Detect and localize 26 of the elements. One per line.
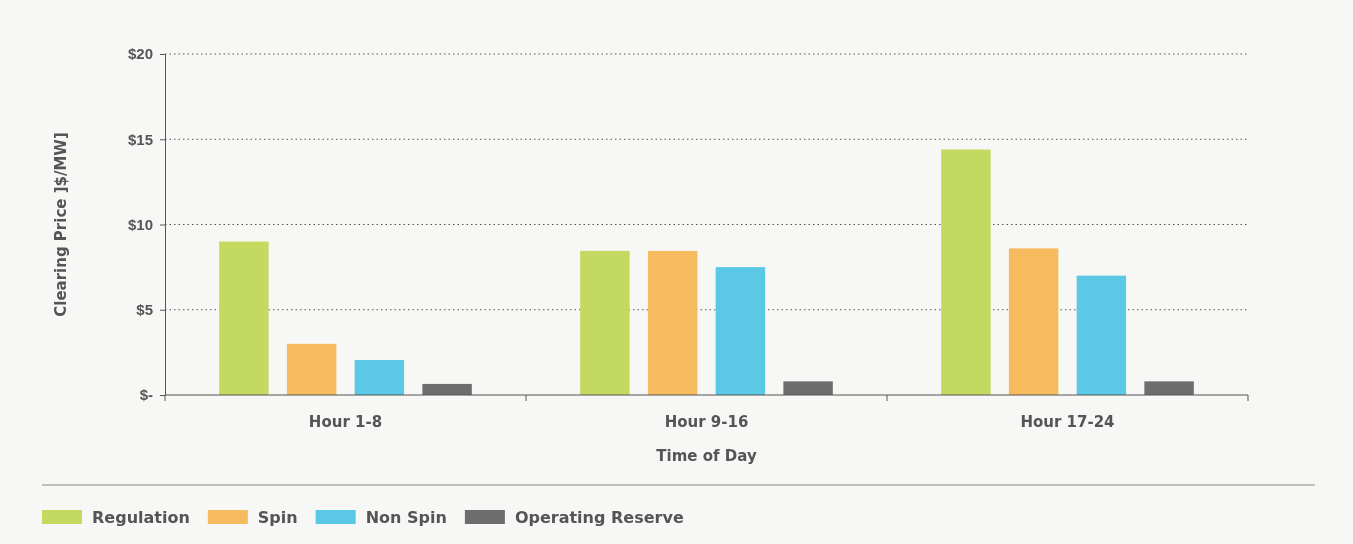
bar xyxy=(354,360,405,395)
y-tick-label: $5 xyxy=(136,301,153,319)
bar xyxy=(1008,248,1059,395)
legend-label: Operating Reserve xyxy=(514,508,684,527)
x-axis-title: Time of Day xyxy=(656,447,757,465)
y-axis-title: Clearing Price ]$/MW] xyxy=(52,132,70,317)
x-tick-label: Hour 1-8 xyxy=(308,413,383,431)
y-tick-label: $10 xyxy=(127,215,153,233)
legend-label: Non Spin xyxy=(365,508,447,527)
legend-label: Spin xyxy=(257,508,298,527)
y-tick-label: $20 xyxy=(127,45,153,63)
bar xyxy=(580,250,630,395)
x-tick-label: Hour 9-16 xyxy=(664,413,749,431)
bar xyxy=(1144,381,1194,395)
y-tick-label: $- xyxy=(139,386,153,404)
bar xyxy=(647,250,698,395)
bar xyxy=(941,149,991,395)
bar xyxy=(715,267,766,395)
legend-label: Regulation xyxy=(92,508,190,527)
bar xyxy=(1076,275,1127,395)
bar xyxy=(286,343,337,395)
x-tick-label: Hour 17-24 xyxy=(1020,413,1115,431)
y-tick-label: $15 xyxy=(127,130,153,148)
bar xyxy=(422,383,472,395)
bar xyxy=(783,381,833,395)
bar xyxy=(219,241,269,395)
